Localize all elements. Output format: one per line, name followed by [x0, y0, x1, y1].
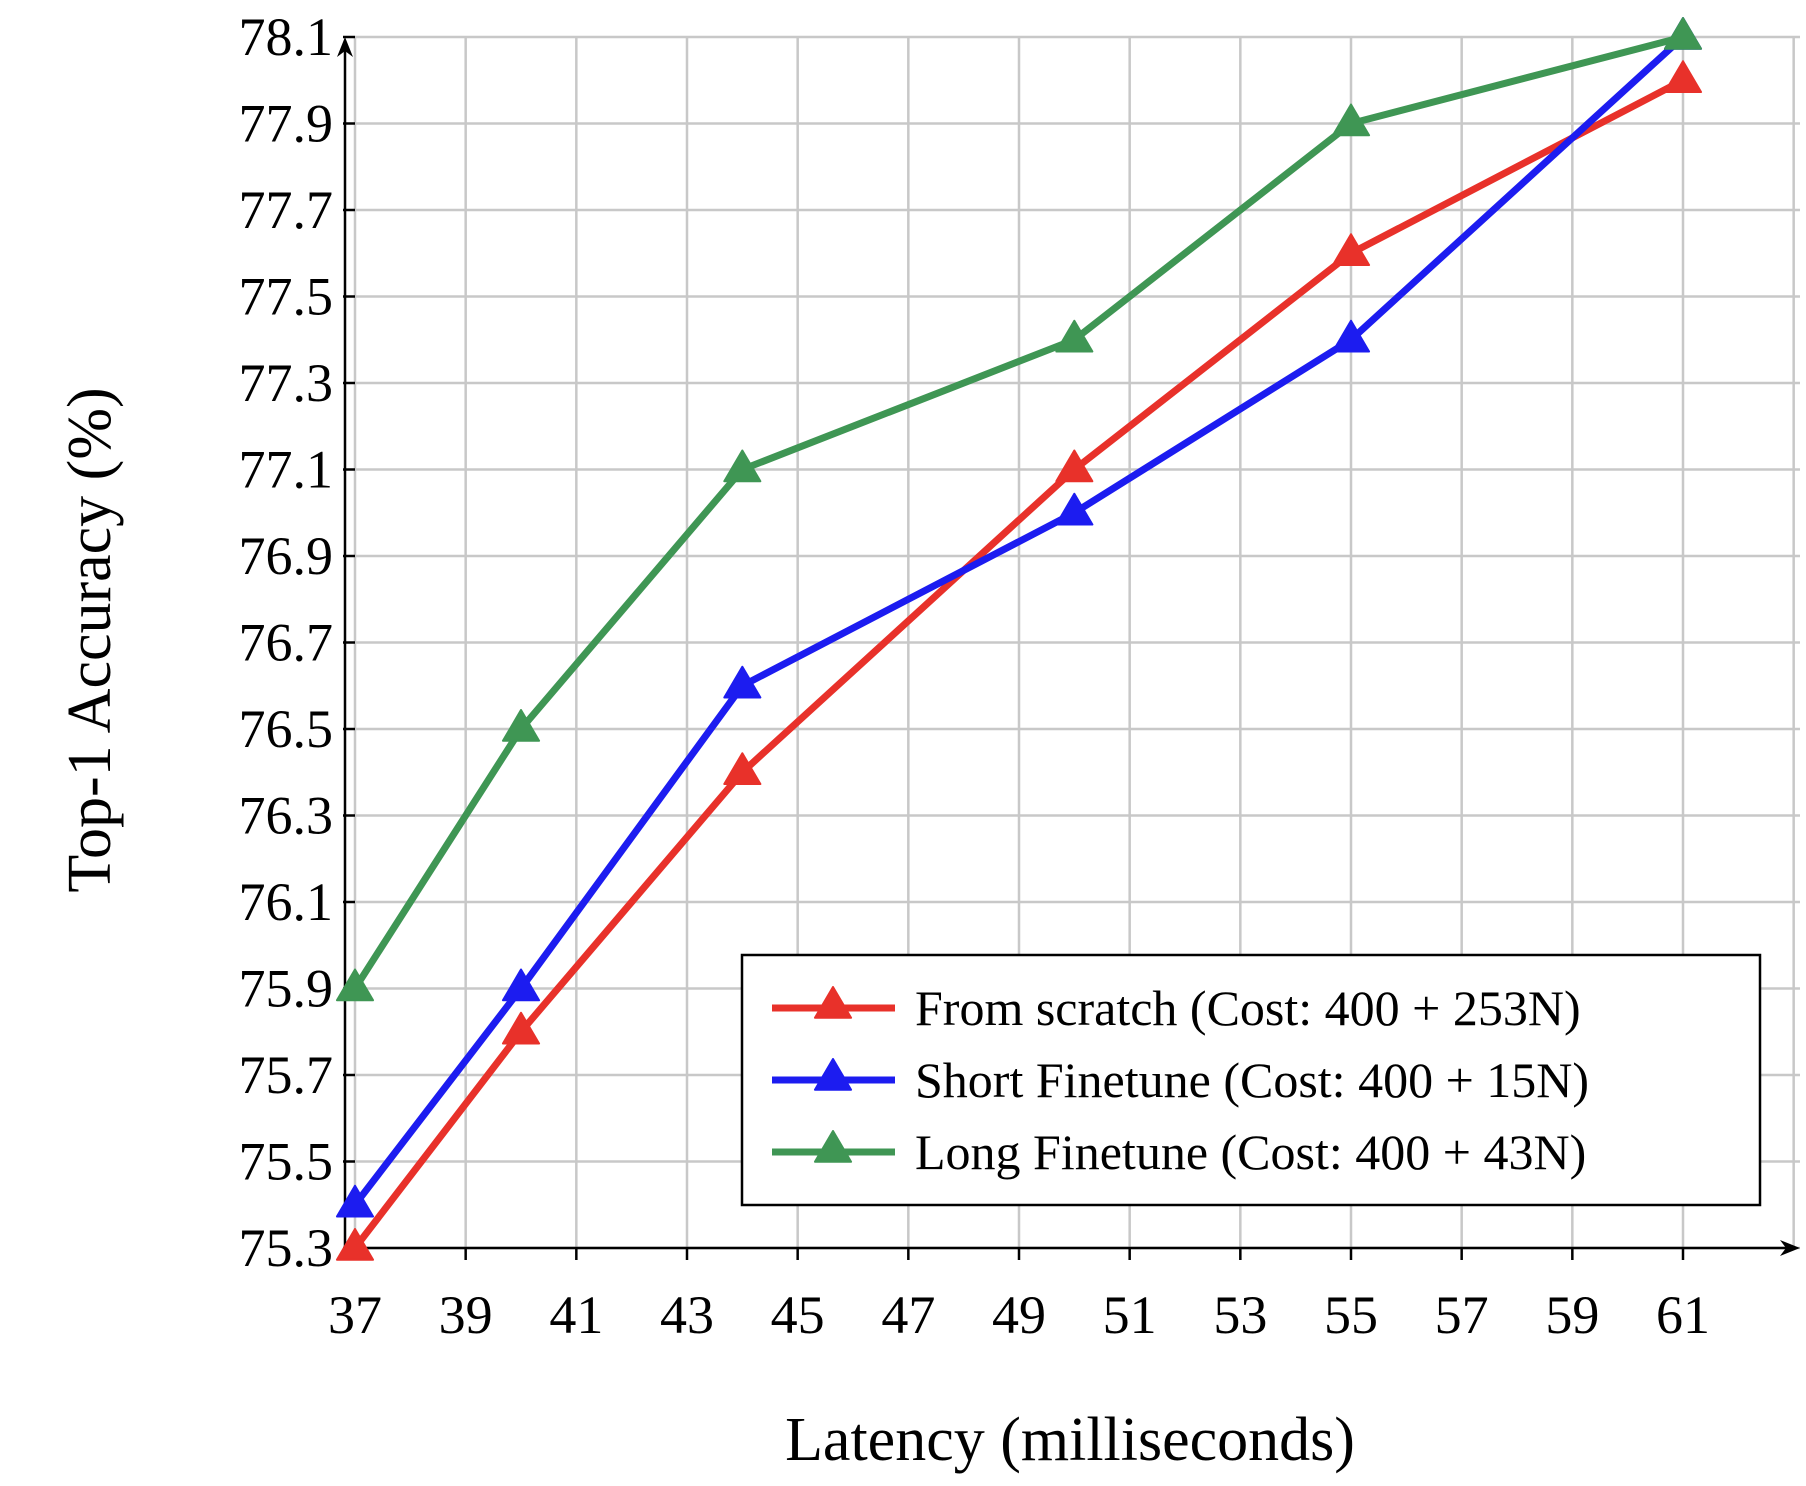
data-point-marker [1663, 17, 1703, 50]
x-tick-label: 55 [1324, 1285, 1378, 1345]
series-1 [335, 60, 1703, 1261]
data-point-marker [335, 968, 375, 1002]
y-tick-label: 75.7 [239, 1045, 334, 1105]
data-point-marker [1331, 103, 1371, 137]
axes [337, 35, 1800, 1260]
y-tick-label: 75.5 [239, 1132, 334, 1192]
y-tick-labels: 75.3 75.5 75.7 75.9 76.1 76.3 76.5 76.7 76.9 77.1… [239, 7, 334, 1278]
x-tick-label: 59 [1545, 1285, 1599, 1345]
data-point-marker [723, 449, 762, 483]
data-point-marker [501, 1011, 541, 1045]
y-tick-label: 76.3 [239, 786, 334, 846]
data-point-marker [501, 968, 541, 1002]
x-tick-labels: 37 39 41 43 45 47 49 51 53 55 57 59 61 [328, 1285, 1710, 1345]
legend: From scratch (Cost: 400 + 253N) Short Fin… [740, 953, 1762, 1207]
series-line [352, 77, 1685, 1251]
series-line [352, 34, 1686, 1207]
data-point-marker [1663, 60, 1703, 94]
y-tick-label: 76.7 [239, 613, 334, 673]
y-axis-arrow-icon [337, 37, 353, 57]
series [335, 17, 1703, 1261]
legend-label: Long Finetune (Cost: 400 + 43N) [915, 1124, 1586, 1180]
x-tick-label: 49 [992, 1285, 1046, 1345]
y-tick-label: 75.3 [239, 1218, 334, 1278]
y-tick-label: 78.1 [239, 7, 334, 67]
data-point-marker [723, 752, 762, 786]
y-tick-label: 77.3 [239, 353, 334, 413]
y-tick-label: 77.7 [239, 180, 334, 240]
x-tick-label: 45 [771, 1285, 825, 1345]
legend-entry: Long Finetune (Cost: 400 + 43N) [772, 1124, 1586, 1180]
data-point-marker [723, 665, 762, 699]
x-tick-label: 37 [328, 1285, 382, 1345]
data-point-marker [1331, 233, 1371, 267]
x-tick-label: 61 [1656, 1285, 1710, 1345]
series-line [352, 33, 1684, 991]
data-point-marker [1055, 492, 1094, 526]
x-tick-label: 39 [439, 1285, 493, 1345]
data-point-marker [1331, 319, 1371, 353]
x-axis-arrow-icon [1780, 1240, 1800, 1256]
y-axis-title: Top-1 Accuracy (%) [56, 387, 124, 892]
x-tick-label: 47 [881, 1285, 935, 1345]
x-tick-label: 57 [1435, 1285, 1489, 1345]
data-point-marker [335, 1184, 375, 1218]
legend-label: Short Finetune (Cost: 400 + 15N) [915, 1052, 1589, 1108]
legend-entry: From scratch (Cost: 400 + 253N) [772, 980, 1581, 1036]
legend-box [740, 953, 1762, 1207]
y-tick-label: 77.5 [239, 267, 334, 327]
legend-entry: Short Finetune (Cost: 400 + 15N) [772, 1052, 1589, 1108]
data-point-marker [501, 709, 541, 742]
legend-marker-icon [813, 986, 853, 1019]
x-tick-label: 51 [1103, 1285, 1157, 1345]
legend-marker-icon [813, 1130, 853, 1163]
y-tick-label: 76.1 [239, 872, 334, 932]
x-tick-label: 53 [1213, 1285, 1267, 1345]
y-tick-label: 77.1 [239, 440, 334, 500]
series-3 [335, 17, 1703, 1002]
y-tick-label: 77.9 [239, 94, 334, 154]
series-2 [335, 17, 1703, 1218]
x-tick-label: 41 [549, 1285, 603, 1345]
legend-label: From scratch (Cost: 400 + 253N) [915, 980, 1581, 1036]
y-tick-label: 75.9 [239, 959, 334, 1019]
y-tick-label: 76.9 [239, 526, 334, 586]
x-axis-title: Latency (milliseconds) [785, 1406, 1355, 1474]
data-point-marker [1055, 319, 1094, 353]
legend-marker-icon [813, 1058, 853, 1091]
data-point-marker [1055, 449, 1094, 483]
x-tick-label: 43 [660, 1285, 714, 1345]
data-point-marker [335, 1228, 375, 1261]
y-tick-label: 76.5 [239, 699, 334, 759]
